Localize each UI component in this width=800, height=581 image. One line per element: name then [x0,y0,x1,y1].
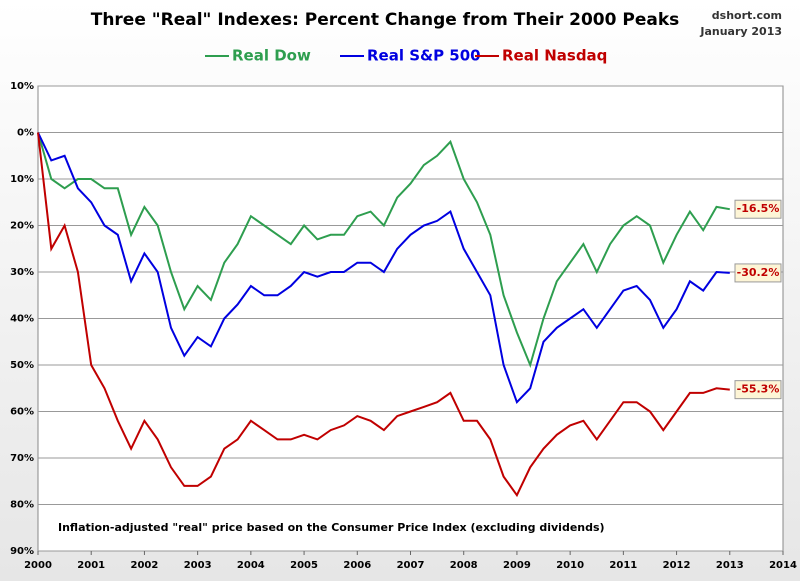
end-label: -55.3% [737,383,780,396]
chart-title: Three "Real" Indexes: Percent Change fro… [91,10,680,30]
legend-label: Real Nasdaq [502,47,607,65]
y-tick-label: 40% [10,314,34,325]
y-tick-label: 0% [17,128,34,139]
series-line [37,132,730,498]
note: Inflation-adjusted "real" price based on… [58,521,605,534]
y-tick-label: 20% [10,221,34,232]
y-tick-label: 80% [10,500,34,511]
y-tick-label: 50% [10,360,34,371]
series-line [37,132,730,369]
y-tick-label: 60% [10,407,34,418]
x-tick-label: 2010 [556,560,584,571]
legend-label: Real S&P 500 [367,47,481,65]
x-tick-label: 2001 [77,560,105,571]
x-tick-label: 2008 [450,560,478,571]
date: January 2013 [699,25,782,38]
x-tick-label: 2011 [609,560,637,571]
x-tick-label: 2007 [397,560,425,571]
x-tick-label: 2005 [290,560,318,571]
y-tick-label: 30% [10,267,34,278]
x-tick-label: 2000 [24,560,52,571]
x-tick-label: 2003 [184,560,212,571]
legend-label: Real Dow [232,47,311,65]
x-tick-label: 2006 [343,560,371,571]
end-label-box [734,263,782,283]
x-tick-label: 2009 [503,560,531,571]
x-tick-label: 2002 [131,560,159,571]
x-tick-label: 2004 [237,560,265,571]
x-tick-label: 2012 [663,560,691,571]
end-label-box [734,380,782,400]
series-line [37,132,730,405]
source: dshort.com [712,9,782,22]
y-tick-label: 70% [10,453,34,464]
x-tick-label: 2013 [716,560,744,571]
end-label: -30.2% [737,266,780,279]
y-tick-label: 10% [10,81,34,92]
end-label: -16.5% [737,202,780,215]
end-label-box [734,199,782,219]
y-tick-label: 10% [10,174,34,185]
x-tick-label: 2014 [769,560,797,571]
y-tick-label: 90% [10,546,34,557]
